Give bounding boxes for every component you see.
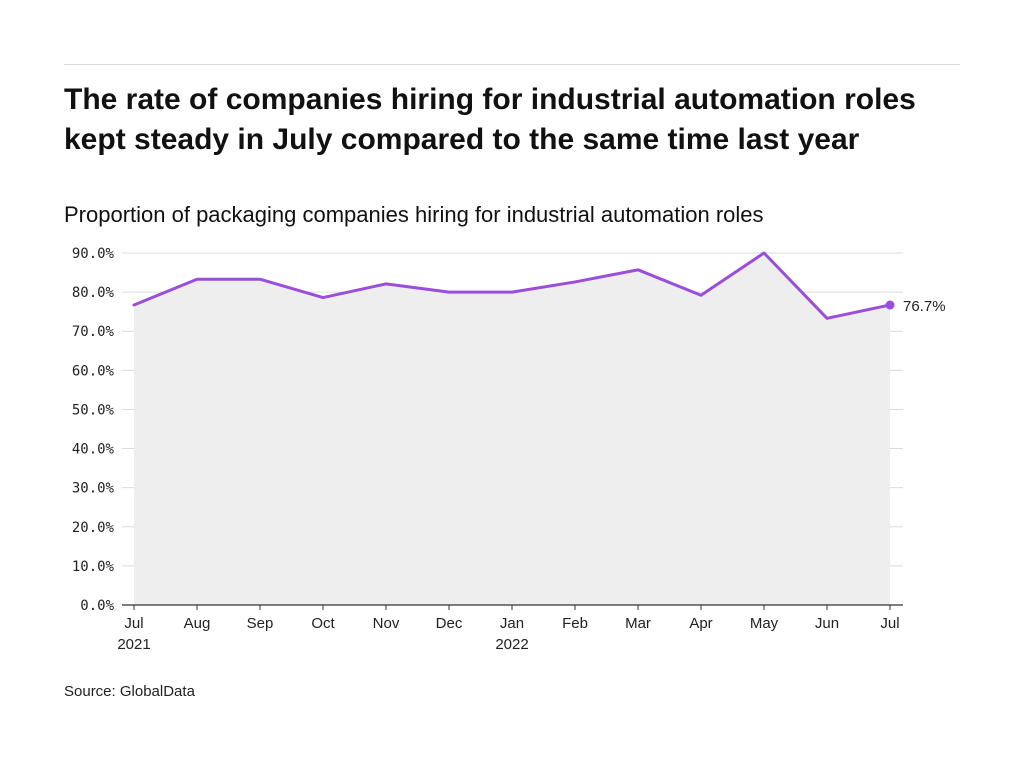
x-tick-label-month: Dec — [436, 615, 463, 632]
x-tick-label-month: Sep — [247, 615, 274, 632]
series-line — [132, 251, 892, 320]
series-area-fill — [134, 253, 890, 605]
x-tick-label-month: Feb — [562, 615, 588, 632]
top-divider — [64, 64, 960, 65]
series-line-layer — [132, 251, 895, 320]
x-tick-label-month: Jun — [815, 615, 839, 632]
area-fill-layer — [134, 253, 890, 605]
y-tick-label: 80.0% — [72, 285, 115, 301]
x-axis — [122, 604, 903, 610]
x-tick-label-month: Aug — [184, 615, 211, 632]
x-tick-label-month: May — [750, 615, 779, 632]
end-label-layer: 76.7% — [903, 298, 946, 315]
chart-title: The rate of companies hiring for industr… — [64, 83, 916, 156]
x-tick-label-month: Jul — [880, 615, 899, 632]
y-tick-label: 40.0% — [72, 442, 115, 458]
y-tick-label: 50.0% — [72, 402, 115, 418]
x-axis-tick-labels: Jul 2021 Aug Sep Oct Nov Dec Jan 2022 Feb Mar Apr Ma… — [117, 615, 899, 653]
y-tick-label: 20.0% — [72, 520, 115, 536]
source-note: Source: GlobalData — [64, 683, 195, 700]
y-axis-tick-labels: 0.0% 10.0% 20.0% 30.0% 40.0% 50.0% 60.0% 70.0% 8… — [72, 246, 115, 614]
x-tick-label-month: Nov — [373, 615, 400, 632]
y-tick-label: 60.0% — [72, 363, 115, 379]
end-point-marker — [885, 300, 895, 310]
y-tick-label: 70.0% — [72, 324, 115, 340]
x-tick-label-year: 2021 — [117, 636, 150, 653]
y-tick-label: 90.0% — [72, 246, 115, 262]
x-tick-label-month: Jan — [500, 615, 524, 632]
x-tick-label-month: Jul — [124, 615, 143, 632]
end-value-label: 76.7% — [903, 298, 946, 315]
chart-subtitle: Proportion of packaging companies hiring… — [64, 202, 764, 227]
x-tick-label-month: Apr — [689, 615, 712, 632]
y-tick-label: 30.0% — [72, 481, 115, 497]
x-tick-label-year: 2022 — [495, 636, 528, 653]
x-tick-label-month: Mar — [625, 615, 651, 632]
x-tick-label-month: Oct — [311, 615, 335, 632]
y-tick-label: 0.0% — [80, 598, 114, 614]
y-tick-label: 10.0% — [72, 559, 115, 575]
